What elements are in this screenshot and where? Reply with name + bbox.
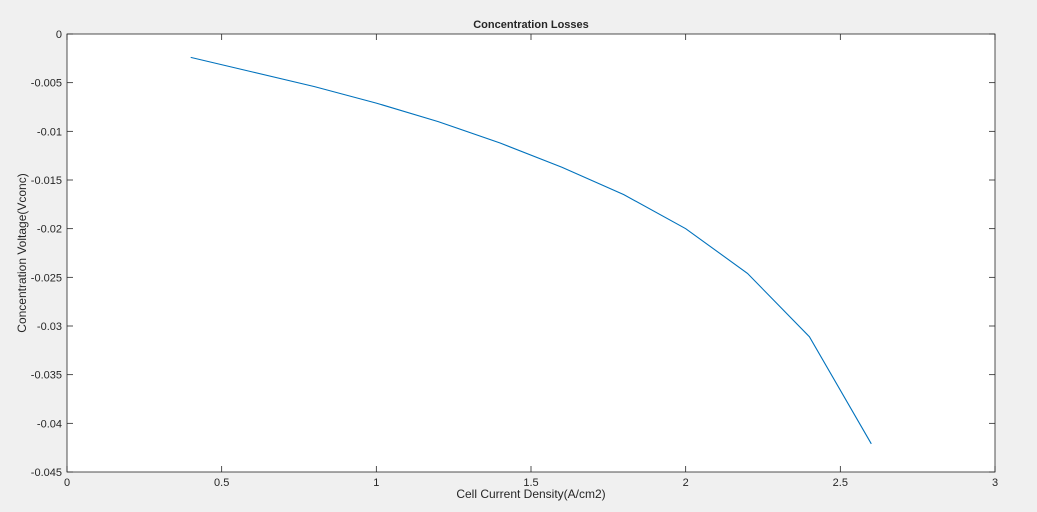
x-tick-label: 0.5	[214, 477, 229, 489]
plot-area	[66, 33, 996, 473]
y-tick-label: -0.025	[31, 272, 62, 284]
chart-title: Concentration Losses	[473, 19, 589, 31]
y-tick-label: -0.03	[37, 321, 62, 333]
y-axis-label: Concentration Voltage(Vconc)	[15, 173, 29, 332]
y-tick-label: -0.01	[37, 126, 62, 138]
y-tick-label: 0	[56, 29, 62, 41]
y-tick-label: -0.015	[31, 175, 62, 187]
y-tick-label: -0.035	[31, 370, 62, 382]
x-tick-label: 0	[64, 477, 70, 489]
series-layer	[190, 56, 872, 445]
y-tick-labels: 0 -0.005 -0.01 -0.015 -0.02 -0.025 -0.03 -0.035…	[31, 29, 62, 479]
y-tick-label: -0.005	[31, 78, 62, 90]
axis-ticks	[66, 33, 996, 473]
y-tick-label: -0.02	[37, 224, 62, 236]
x-tick-label: 3	[992, 477, 998, 489]
y-tick-label: -0.04	[37, 418, 62, 430]
x-tick-label: 1	[373, 477, 379, 489]
x-tick-label: 1.5	[523, 477, 538, 489]
y-tick-label: -0.045	[31, 467, 62, 479]
x-tick-labels: 0 0.5 1 1.5 2 2.5 3	[64, 477, 998, 489]
x-tick-label: 2	[683, 477, 689, 489]
x-axis-label: Cell Current Density(A/cm2)	[456, 487, 605, 501]
series-line	[190, 56, 872, 445]
x-tick-label: 2.5	[833, 477, 848, 489]
